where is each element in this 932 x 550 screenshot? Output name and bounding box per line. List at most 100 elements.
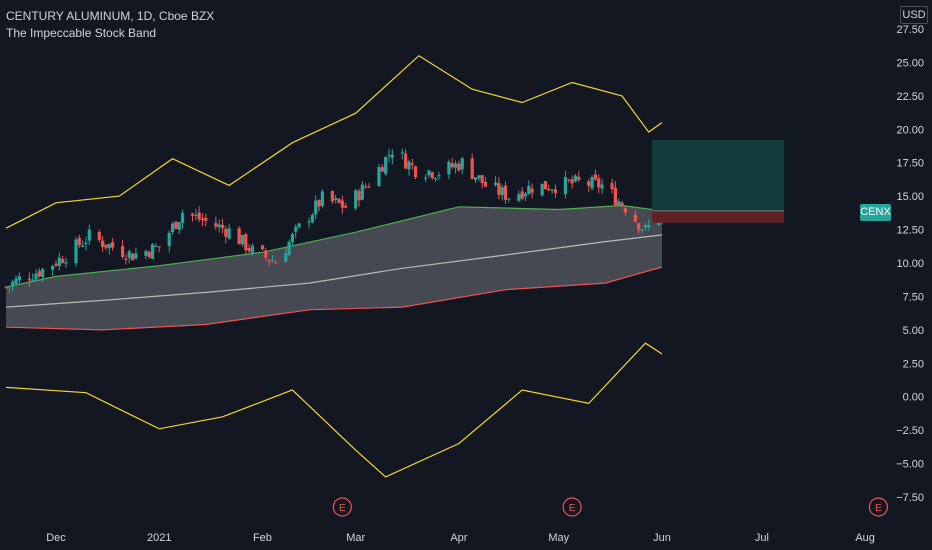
lower-band-line bbox=[6, 266, 663, 331]
candle-body bbox=[14, 278, 18, 284]
candle-body bbox=[157, 246, 161, 248]
candle-body bbox=[447, 161, 451, 175]
candle-body bbox=[314, 200, 318, 215]
x-tick-label: Apr bbox=[450, 532, 467, 544]
mid-line bbox=[6, 234, 663, 308]
candle-body bbox=[134, 253, 138, 259]
candle-body bbox=[167, 232, 171, 247]
candle-body bbox=[457, 163, 461, 171]
candle-body bbox=[640, 229, 644, 231]
candle-body bbox=[540, 183, 544, 196]
x-tick-label: Feb bbox=[253, 532, 272, 544]
candle-body bbox=[274, 262, 278, 264]
candle-body bbox=[400, 152, 404, 154]
candle-body bbox=[190, 213, 195, 216]
candle-body bbox=[470, 158, 474, 179]
indicator-name[interactable]: The Impeccable Stock Band bbox=[6, 26, 157, 40]
candle-body bbox=[377, 167, 381, 187]
x-tick-label: Jun bbox=[653, 532, 671, 544]
candle-body bbox=[37, 271, 41, 277]
candle-body bbox=[380, 167, 384, 172]
candle-body bbox=[41, 268, 45, 278]
earnings-marker-label: E bbox=[569, 503, 576, 514]
earnings-marker-label: E bbox=[339, 503, 346, 514]
candle-body bbox=[387, 155, 391, 157]
candle-body bbox=[120, 246, 125, 257]
candle-body bbox=[543, 181, 548, 190]
candle-body bbox=[247, 248, 251, 252]
y-tick-label: 27.50 bbox=[896, 24, 924, 36]
candle-body bbox=[270, 260, 275, 262]
candle-body bbox=[460, 158, 464, 170]
candle-body bbox=[177, 222, 181, 230]
candle-body bbox=[637, 223, 641, 230]
y-tick-label: −2.50 bbox=[896, 425, 924, 437]
ticker-badge: CENX bbox=[860, 204, 891, 221]
chart-title: CENTURY ALUMINUM, 1D, Cboe BZX bbox=[6, 9, 215, 23]
candle-body bbox=[364, 186, 368, 188]
band-fill bbox=[6, 205, 663, 330]
candle-body bbox=[523, 193, 528, 197]
candle-body bbox=[87, 229, 91, 241]
candle-body bbox=[320, 191, 324, 207]
candle-body bbox=[197, 212, 201, 220]
earnings-marker bbox=[868, 497, 889, 517]
candle-body bbox=[224, 228, 228, 237]
y-tick-label: 17.50 bbox=[896, 158, 924, 170]
candle-body bbox=[493, 182, 498, 185]
candle-body bbox=[497, 183, 501, 195]
candle-body bbox=[11, 281, 15, 287]
candle-body bbox=[237, 228, 241, 245]
target-zone bbox=[652, 139, 784, 211]
candle-body bbox=[244, 234, 248, 251]
candle-body bbox=[84, 242, 88, 244]
candle-body bbox=[527, 185, 531, 195]
candle-body bbox=[643, 225, 647, 228]
y-tick-label: 20.00 bbox=[896, 124, 924, 136]
candle-body bbox=[507, 198, 511, 200]
candle-body bbox=[144, 251, 148, 256]
candle-body bbox=[317, 200, 321, 207]
candle-body bbox=[573, 175, 578, 182]
candle-body bbox=[147, 251, 151, 257]
candle-body bbox=[344, 205, 348, 208]
candle-body bbox=[530, 188, 534, 193]
candle-body bbox=[111, 242, 115, 248]
lower-yellow-line bbox=[6, 342, 663, 478]
candle-body bbox=[34, 273, 38, 280]
candle-body bbox=[107, 244, 111, 248]
candle-body bbox=[97, 231, 101, 240]
earnings-marker bbox=[332, 497, 352, 517]
earnings-marker-label: E bbox=[875, 503, 882, 514]
candle-body bbox=[180, 213, 185, 223]
candle-body bbox=[590, 177, 594, 189]
candle-body bbox=[7, 285, 11, 288]
candle-body bbox=[503, 185, 508, 200]
candle-body bbox=[563, 177, 568, 195]
candle-body bbox=[430, 172, 434, 179]
candle-body bbox=[204, 217, 208, 221]
candle-body bbox=[334, 198, 338, 201]
candle-body bbox=[340, 200, 344, 208]
candle-body bbox=[570, 179, 574, 184]
candle-body bbox=[384, 156, 388, 174]
candle-body bbox=[610, 183, 614, 190]
candle-body bbox=[124, 258, 128, 260]
candle-body bbox=[473, 177, 478, 180]
candle-body bbox=[240, 234, 245, 245]
candle-body bbox=[330, 191, 334, 202]
candle-body bbox=[500, 187, 504, 196]
candle-body bbox=[217, 224, 221, 228]
y-tick-label: 5.00 bbox=[903, 325, 924, 337]
candle-body bbox=[337, 198, 341, 203]
candle-body bbox=[587, 181, 591, 186]
candle-body bbox=[407, 161, 411, 170]
candle-body bbox=[51, 265, 55, 270]
currency-label[interactable]: USD bbox=[900, 6, 928, 24]
candle-body bbox=[354, 190, 358, 209]
candle-body bbox=[260, 245, 265, 250]
candle-body bbox=[414, 166, 418, 178]
candle-body bbox=[104, 244, 108, 248]
candle-body bbox=[617, 201, 621, 206]
